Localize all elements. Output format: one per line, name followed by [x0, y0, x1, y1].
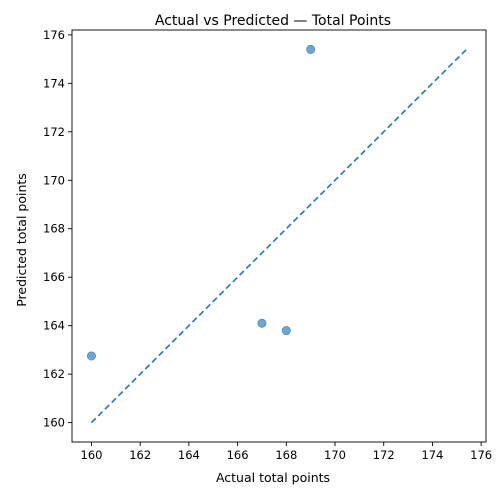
x-tick-label: 176: [470, 448, 492, 462]
x-tick-label: 160: [81, 448, 103, 462]
y-tick-label: 172: [43, 125, 65, 139]
y-axis: 160 162 164 166 168 170 172 174 176: [43, 28, 72, 430]
x-tick-label: 162: [129, 448, 151, 462]
data-point: [86, 351, 96, 361]
y-tick-label: 168: [43, 222, 65, 236]
data-point: [281, 326, 291, 336]
chart-title: Actual vs Predicted — Total Points: [155, 13, 391, 29]
y-tick-label: 170: [43, 173, 65, 187]
y-tick-label: 160: [43, 416, 65, 430]
y-tick-label: 164: [43, 319, 65, 333]
y-tick-label: 176: [43, 28, 65, 42]
x-tick-label: 170: [324, 448, 346, 462]
x-tick-label: 164: [178, 448, 200, 462]
x-tick-label: 168: [275, 448, 297, 462]
x-tick-label: 172: [373, 448, 395, 462]
x-tick-label: 166: [227, 448, 249, 462]
data-point: [257, 318, 267, 328]
y-tick-label: 174: [43, 76, 65, 90]
y-tick-label: 162: [43, 367, 65, 381]
data-point: [306, 44, 316, 54]
y-axis-label: Predicted total points: [14, 173, 29, 307]
plot-area: [71, 29, 487, 443]
x-axis-label: Actual total points: [216, 470, 330, 485]
x-tick-label: 174: [421, 448, 443, 462]
plot-frame: [71, 29, 487, 443]
reference-line: [90, 48, 468, 424]
reference-line-layer: [90, 48, 468, 424]
y-tick-label: 166: [43, 270, 65, 284]
x-axis: 160 162 164 166 168 170 172 174 176: [81, 442, 492, 462]
points-layer: [86, 44, 316, 361]
